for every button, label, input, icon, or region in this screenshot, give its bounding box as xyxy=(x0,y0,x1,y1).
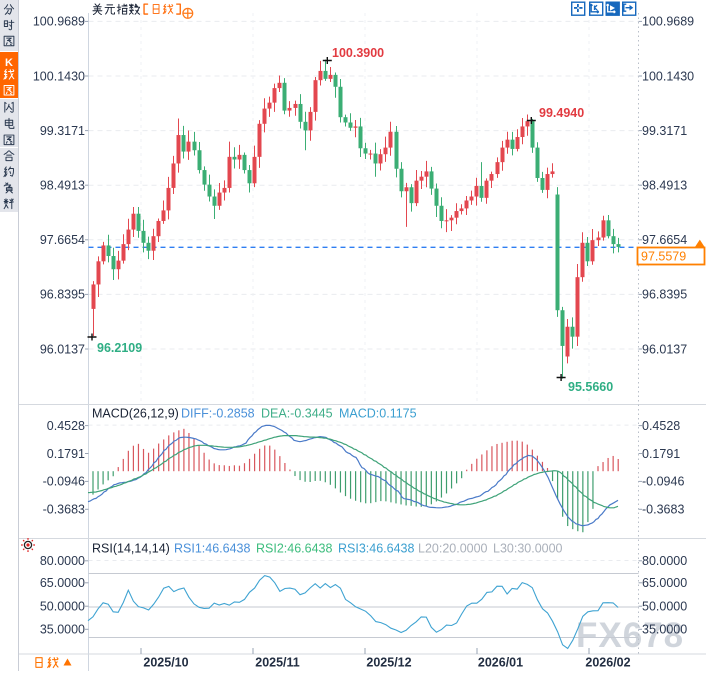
svg-text:2026/02: 2026/02 xyxy=(585,656,630,670)
svg-text:50.0000: 50.0000 xyxy=(642,600,687,614)
svg-text:97.5579: 97.5579 xyxy=(641,250,686,264)
svg-text:50.0000: 50.0000 xyxy=(40,600,85,614)
svg-text:L20:20.0000: L20:20.0000 xyxy=(418,542,488,556)
svg-text:100.3900: 100.3900 xyxy=(332,46,384,60)
svg-text:2026/01: 2026/01 xyxy=(478,656,523,670)
svg-text:65.0000: 65.0000 xyxy=(642,576,687,590)
svg-text:96.0137: 96.0137 xyxy=(40,342,85,356)
svg-text:100.1430: 100.1430 xyxy=(642,69,694,83)
svg-text:0.1791: 0.1791 xyxy=(642,447,680,461)
svg-text:97.6654: 97.6654 xyxy=(40,233,85,247)
svg-text:-0.0946: -0.0946 xyxy=(43,475,85,489)
svg-text:96.8395: 96.8395 xyxy=(40,288,85,302)
svg-text:RSI1:46.6438: RSI1:46.6438 xyxy=(174,542,250,556)
svg-text:-0.3683: -0.3683 xyxy=(642,503,684,517)
svg-text:DEA:-0.3445: DEA:-0.3445 xyxy=(261,407,333,421)
svg-text:MACD(26,12,9): MACD(26,12,9) xyxy=(92,407,179,421)
svg-text:95.5660: 95.5660 xyxy=(568,380,613,394)
svg-text:-0.0946: -0.0946 xyxy=(642,475,684,489)
svg-text:2025/10: 2025/10 xyxy=(143,656,188,670)
svg-text:FX678: FX678 xyxy=(576,616,684,655)
svg-text:80.0000: 80.0000 xyxy=(642,554,687,568)
svg-text:98.4913: 98.4913 xyxy=(40,179,85,193)
svg-text:0.4528: 0.4528 xyxy=(642,419,680,433)
svg-text:96.2109: 96.2109 xyxy=(97,341,142,355)
svg-text:L30:30.0000: L30:30.0000 xyxy=(493,542,563,556)
svg-text:K: K xyxy=(5,57,13,69)
svg-text:100.9689: 100.9689 xyxy=(642,15,694,29)
svg-text:97.6654: 97.6654 xyxy=(642,233,687,247)
svg-text:35.0000: 35.0000 xyxy=(642,623,687,637)
svg-text:99.4940: 99.4940 xyxy=(539,106,584,120)
svg-text:MACD:0.1175: MACD:0.1175 xyxy=(339,407,417,421)
svg-text:-0.3683: -0.3683 xyxy=(43,503,85,517)
svg-text:2025/11: 2025/11 xyxy=(255,656,300,670)
svg-text:RSI(14,14,14): RSI(14,14,14) xyxy=(92,542,170,556)
svg-text:35.0000: 35.0000 xyxy=(40,623,85,637)
svg-text:96.8395: 96.8395 xyxy=(642,288,687,302)
svg-text:65.0000: 65.0000 xyxy=(40,576,85,590)
svg-text:0.1791: 0.1791 xyxy=(47,447,85,461)
svg-text:100.9689: 100.9689 xyxy=(33,15,85,29)
svg-text:99.3171: 99.3171 xyxy=(642,124,687,138)
svg-text:2025/12: 2025/12 xyxy=(366,656,411,670)
svg-text:99.3171: 99.3171 xyxy=(40,124,85,138)
svg-text:RSI3:46.6438: RSI3:46.6438 xyxy=(338,542,414,556)
svg-text:DIFF:-0.2858: DIFF:-0.2858 xyxy=(181,407,255,421)
svg-text:100.1430: 100.1430 xyxy=(33,69,85,83)
svg-text:RSI2:46.6438: RSI2:46.6438 xyxy=(256,542,332,556)
svg-text:98.4913: 98.4913 xyxy=(642,179,687,193)
svg-text:80.0000: 80.0000 xyxy=(40,554,85,568)
svg-text:96.0137: 96.0137 xyxy=(642,342,687,356)
svg-text:0.4528: 0.4528 xyxy=(47,419,85,433)
